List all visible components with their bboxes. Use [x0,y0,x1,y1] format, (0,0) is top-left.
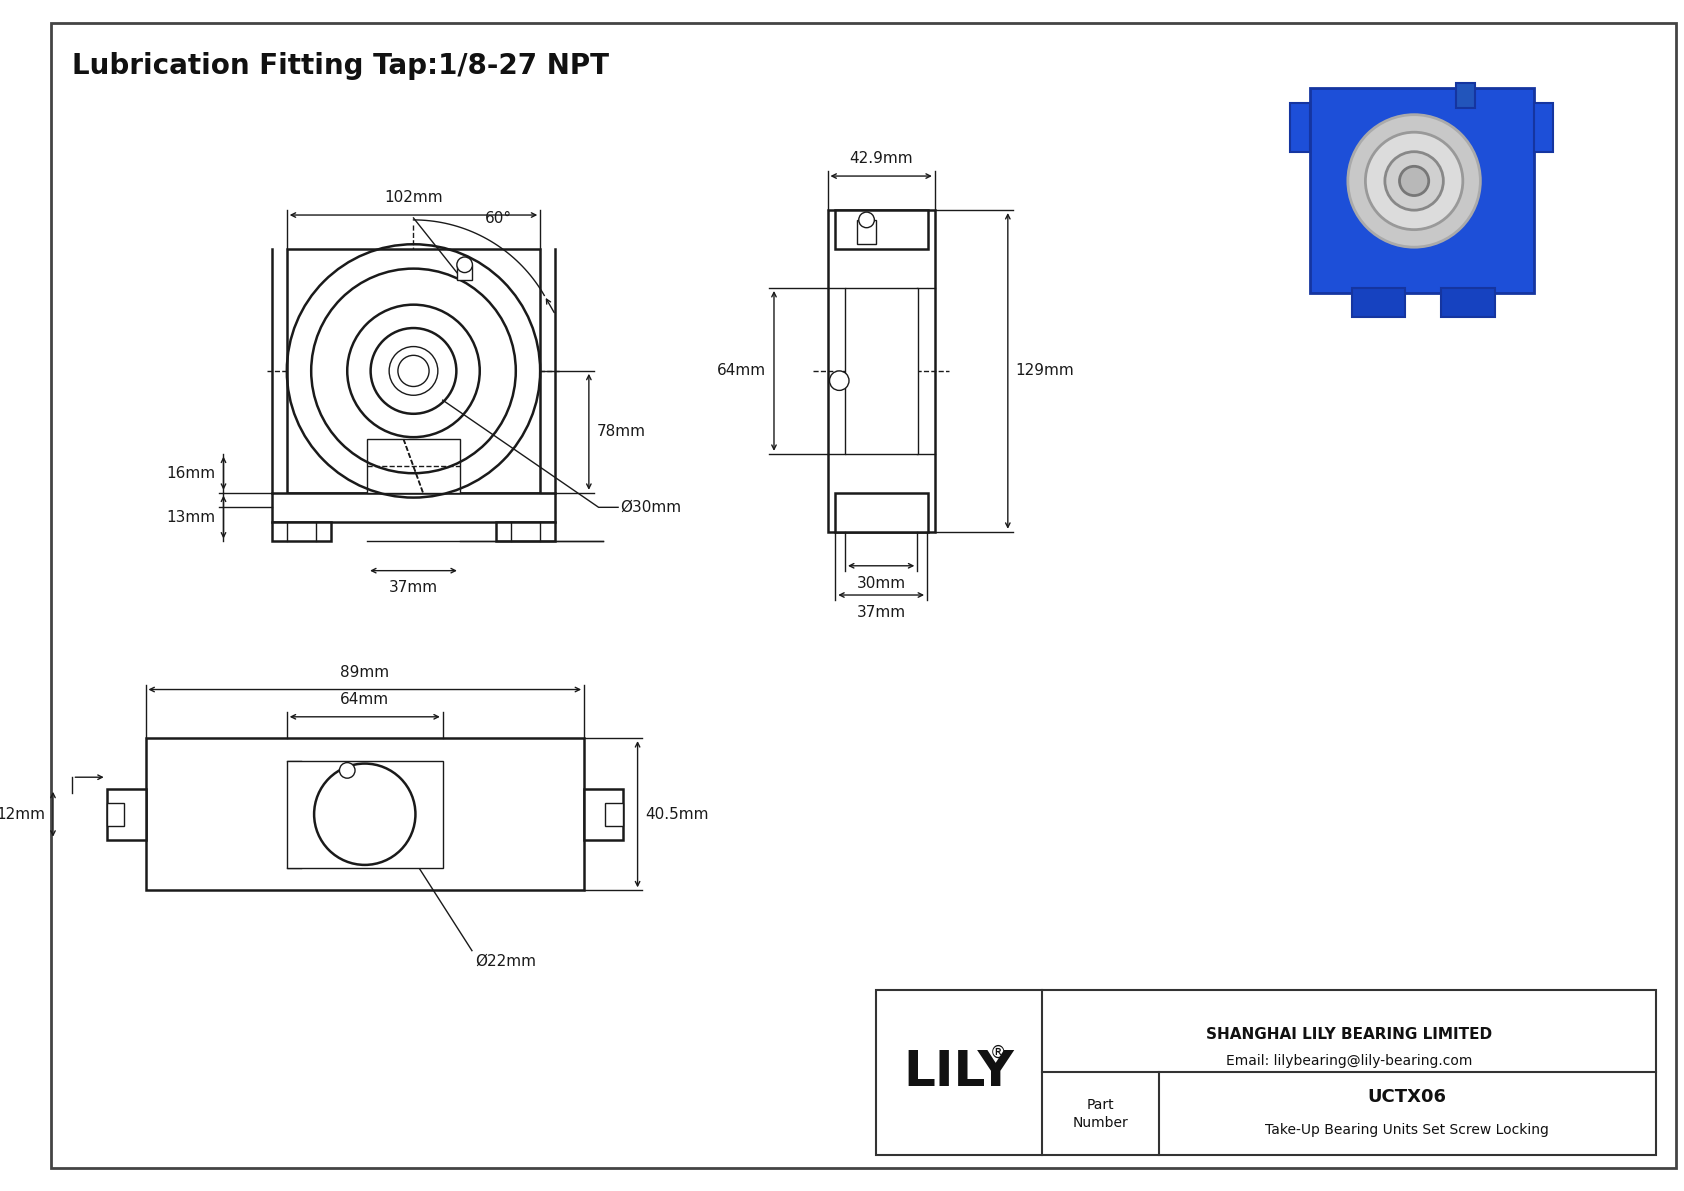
Text: UCTX06: UCTX06 [1367,1089,1447,1106]
Circle shape [1366,132,1463,230]
Bar [584,788,623,840]
Circle shape [830,370,849,391]
Text: 40.5mm: 40.5mm [645,806,709,822]
Bar [145,738,584,890]
Circle shape [456,257,473,273]
Bar [456,264,473,280]
Bar [286,249,541,493]
Bar [835,493,928,531]
Text: 78mm: 78mm [596,424,645,439]
Bar [1457,83,1475,108]
Text: 89mm: 89mm [340,665,389,680]
Circle shape [397,355,429,387]
Text: 37mm: 37mm [857,605,906,619]
Text: 60°: 60° [485,211,512,225]
Text: 12mm: 12mm [0,806,45,822]
Text: Ø22mm: Ø22mm [475,954,536,968]
Text: ®: ® [990,1045,1007,1062]
Bar [1310,88,1534,293]
Circle shape [1399,167,1428,195]
Bar [1352,288,1406,317]
Bar [845,288,918,454]
Circle shape [340,762,355,778]
Bar [857,220,876,244]
Bar [367,439,460,493]
Bar [827,210,935,531]
Text: Lubrication Fitting Tap:1/8-27 NPT: Lubrication Fitting Tap:1/8-27 NPT [72,52,610,80]
Bar [835,210,928,249]
Circle shape [1384,151,1443,210]
Text: SHANGHAI LILY BEARING LIMITED: SHANGHAI LILY BEARING LIMITED [1206,1027,1492,1042]
Text: Take-Up Bearing Units Set Screw Locking: Take-Up Bearing Units Set Screw Locking [1265,1123,1549,1137]
Text: 42.9mm: 42.9mm [849,151,913,167]
Bar [1442,288,1495,317]
Text: 102mm: 102mm [384,191,443,205]
Circle shape [859,212,874,227]
Bar [286,761,443,868]
Text: 129mm: 129mm [1015,363,1074,379]
Bar [273,522,330,542]
Bar [606,803,623,825]
Text: Email: lilybearing@lily-bearing.com: Email: lilybearing@lily-bearing.com [1226,1054,1472,1068]
Text: 30mm: 30mm [857,575,906,591]
Bar [106,803,125,825]
Circle shape [315,763,416,865]
Bar [273,493,554,522]
Text: 37mm: 37mm [389,580,438,596]
Text: Ø30mm: Ø30mm [620,500,680,515]
Bar [106,788,145,840]
Text: 64mm: 64mm [717,363,766,379]
Circle shape [1347,114,1480,248]
Text: Part
Number: Part Number [1073,1098,1128,1130]
Bar [1290,102,1310,151]
Text: 16mm: 16mm [167,466,216,481]
Bar [1534,102,1553,151]
Bar [876,990,1655,1155]
Bar [497,522,554,542]
Text: 13mm: 13mm [167,510,216,524]
Text: LILY: LILY [904,1048,1014,1097]
Text: 64mm: 64mm [340,692,389,707]
